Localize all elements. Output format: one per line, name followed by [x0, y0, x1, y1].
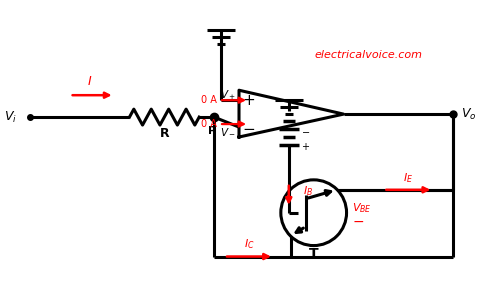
Text: $-$: $-$ [242, 120, 255, 135]
Text: $V_o$: $V_o$ [461, 107, 477, 122]
Text: $I_E$: $I_E$ [403, 171, 413, 185]
Text: 0 A: 0 A [201, 95, 217, 105]
Text: electricalvoice.com: electricalvoice.com [315, 50, 422, 60]
Text: T: T [309, 247, 319, 260]
Text: P: P [208, 126, 216, 136]
Text: $I_B$: $I_B$ [303, 184, 313, 198]
Text: I: I [88, 75, 91, 88]
Text: $V_i$: $V_i$ [4, 109, 17, 125]
Text: $+$: $+$ [301, 141, 310, 152]
Text: $V_{BE}$: $V_{BE}$ [352, 201, 371, 215]
Text: 0 A: 0 A [201, 119, 217, 129]
Text: $V_-$: $V_-$ [220, 127, 236, 137]
Text: $V_+$: $V_+$ [220, 88, 236, 102]
Text: $+$: $+$ [242, 93, 255, 108]
Text: $I_C$: $I_C$ [244, 238, 254, 251]
Text: R: R [160, 127, 169, 140]
Text: $-$: $-$ [352, 214, 364, 228]
Text: $-$: $-$ [301, 126, 310, 136]
